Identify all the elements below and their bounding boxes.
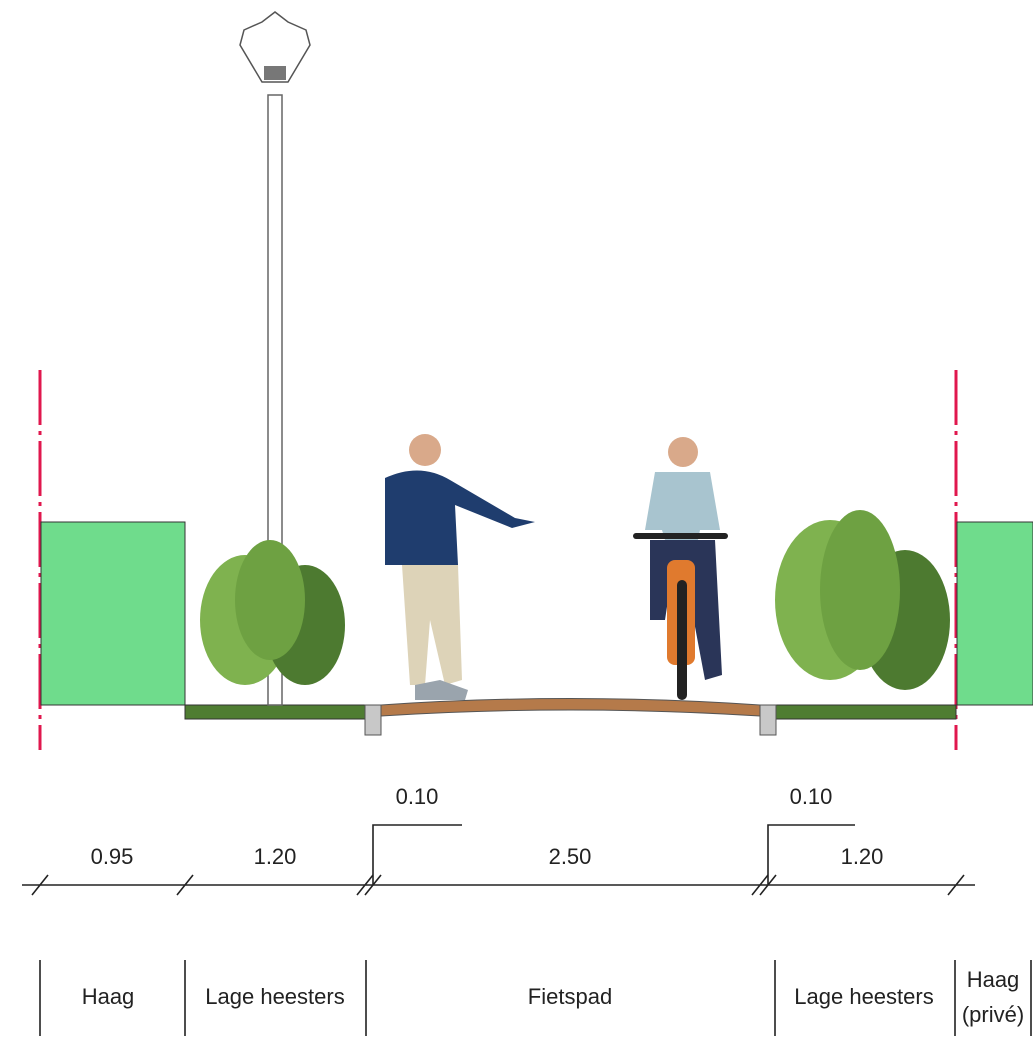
lamp-head (239, 11, 311, 83)
curb (364, 704, 382, 736)
pedestrian (385, 434, 535, 700)
zone-label: Haag (82, 984, 135, 1009)
curb-leader (767, 824, 855, 885)
dimension-label: 0.95 (91, 844, 134, 869)
planting-strip (775, 704, 957, 720)
hedge (40, 521, 186, 706)
bush (200, 540, 345, 685)
zone-label: Lage heesters (205, 984, 344, 1009)
zone-label: Fietspad (528, 984, 612, 1009)
curb (759, 704, 777, 736)
zone-label: (privé) (962, 1002, 1024, 1027)
hedge-private (956, 521, 1033, 706)
lamp-light (264, 66, 286, 80)
dimension-ticks (31, 874, 965, 896)
bush (775, 510, 950, 690)
planting-strip (184, 704, 366, 720)
zone-label: Lage heesters (794, 984, 933, 1009)
curb-width-label: 0.10 (790, 784, 833, 809)
zone-label: Haag (967, 967, 1020, 992)
dimension-label: 1.20 (841, 844, 884, 869)
curb-leader (372, 824, 462, 885)
curb-width-label: 0.10 (396, 784, 439, 809)
bike-path (380, 698, 761, 717)
dimension-label: 1.20 (254, 844, 297, 869)
dimension-label: 2.50 (549, 844, 592, 869)
zone-separators (39, 960, 1032, 1036)
cyclist (633, 437, 728, 700)
